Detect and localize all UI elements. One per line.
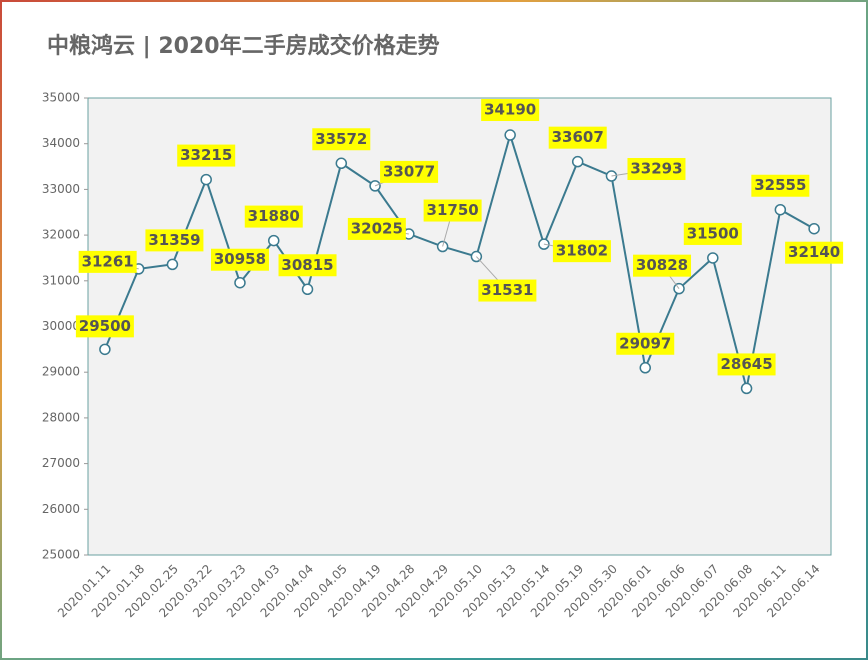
value-label: 32140 bbox=[788, 243, 840, 261]
marker bbox=[166, 258, 179, 271]
value-label: 30815 bbox=[281, 256, 333, 274]
line bbox=[103, 131, 815, 389]
marker bbox=[335, 157, 348, 170]
label-box bbox=[785, 241, 844, 264]
value-label: 33572 bbox=[315, 130, 367, 148]
value-label: 31531 bbox=[481, 281, 533, 299]
value-label: 28645 bbox=[720, 355, 772, 373]
value-label: 32555 bbox=[754, 176, 806, 194]
label-box bbox=[478, 279, 537, 302]
value-label: 33607 bbox=[552, 128, 604, 146]
value-label: 33293 bbox=[630, 160, 682, 178]
label-box bbox=[78, 250, 137, 273]
marker bbox=[740, 382, 753, 395]
value-label: 31261 bbox=[82, 252, 134, 270]
y-tick-label: 30000 bbox=[42, 319, 80, 333]
label-box bbox=[278, 254, 337, 277]
y-tick-label: 25000 bbox=[42, 548, 80, 562]
label-box bbox=[347, 217, 406, 240]
label-box bbox=[627, 158, 686, 181]
label-box bbox=[244, 205, 303, 228]
marker bbox=[200, 173, 212, 186]
value-label: 31750 bbox=[427, 201, 479, 219]
label-box bbox=[145, 229, 204, 252]
marker bbox=[268, 234, 280, 247]
label-box bbox=[75, 315, 134, 338]
label-box bbox=[177, 144, 236, 167]
label-box bbox=[616, 332, 675, 355]
value-label: 32025 bbox=[351, 219, 403, 237]
plot-area bbox=[87, 97, 832, 556]
label-box bbox=[683, 222, 742, 245]
value-label: 34190 bbox=[484, 101, 536, 119]
marker bbox=[639, 362, 651, 374]
y-tick-label: 28000 bbox=[42, 410, 80, 424]
marker bbox=[707, 252, 719, 264]
y-tick-label: 33000 bbox=[42, 182, 80, 196]
label-box bbox=[481, 99, 540, 122]
y-tick-label: 35000 bbox=[42, 91, 80, 105]
label-box bbox=[312, 128, 371, 151]
y-tick-label: 29000 bbox=[42, 365, 80, 379]
value-label: 31880 bbox=[248, 207, 300, 225]
label-box bbox=[423, 199, 482, 222]
y-tick-label: 31000 bbox=[42, 273, 80, 287]
value-label: 33215 bbox=[180, 146, 232, 164]
marker bbox=[301, 283, 314, 296]
value-label: 30828 bbox=[636, 256, 688, 274]
value-label: 29097 bbox=[619, 334, 671, 352]
marker bbox=[571, 155, 584, 168]
marker bbox=[808, 222, 820, 235]
label-box bbox=[552, 240, 611, 263]
label-box bbox=[717, 353, 776, 376]
value-label: 31500 bbox=[687, 224, 739, 242]
chart-title: 中粮鸿云 | 2020年二手房成交价格走势 bbox=[47, 33, 440, 59]
value-label: 30958 bbox=[214, 250, 266, 268]
y-tick-label: 34000 bbox=[42, 136, 80, 150]
value-label: 33077 bbox=[383, 162, 435, 180]
marker bbox=[774, 203, 787, 216]
y-tick-label: 27000 bbox=[42, 456, 80, 470]
label-box bbox=[380, 160, 439, 183]
label-box bbox=[751, 174, 810, 197]
label-box bbox=[210, 248, 269, 271]
y-tick-label: 26000 bbox=[42, 502, 80, 516]
value-label: 29500 bbox=[79, 317, 131, 335]
label-box bbox=[548, 126, 607, 149]
marker bbox=[504, 129, 516, 141]
value-label: 31802 bbox=[556, 242, 608, 260]
label-box bbox=[633, 254, 692, 277]
value-label: 31359 bbox=[148, 231, 200, 249]
marker bbox=[99, 343, 111, 356]
marker bbox=[234, 276, 246, 289]
y-tick-label: 32000 bbox=[42, 228, 80, 242]
